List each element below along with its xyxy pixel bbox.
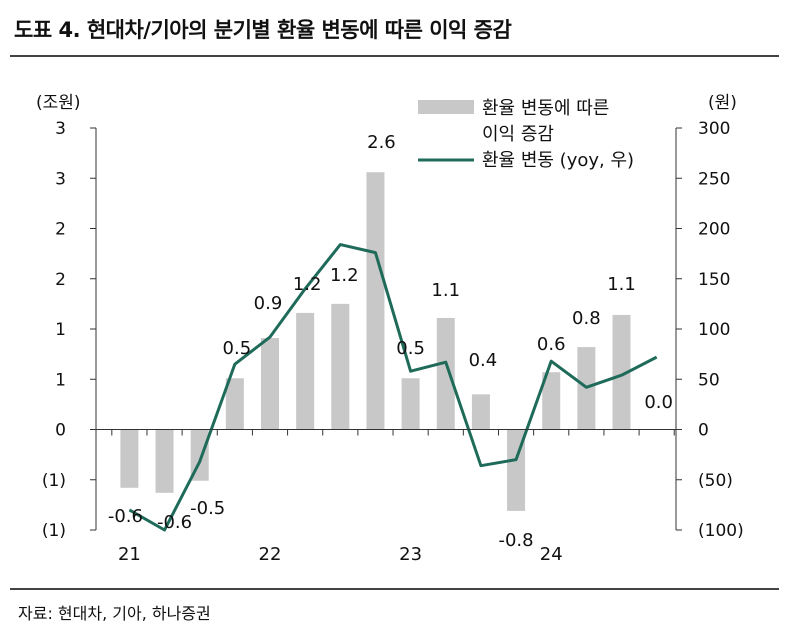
bar-value-label: 0.5 <box>223 338 252 359</box>
bar <box>366 172 385 430</box>
left-tick-label: 1 <box>55 320 66 340</box>
bar-value-label: -0.8 <box>498 530 533 551</box>
bar-value-label: 0.4 <box>469 350 498 371</box>
bar <box>436 317 455 430</box>
right-tick-label: 300 <box>698 119 730 139</box>
right-tick-label: 50 <box>698 370 720 390</box>
right-tick-label: 100 <box>698 320 730 340</box>
bar-value-label: -0.6 <box>157 512 192 533</box>
left-tick-label: 2 <box>55 270 66 290</box>
bar <box>401 378 420 430</box>
legend-line-label: 환율 변동 (yoy, 우) <box>482 150 634 171</box>
source-divider <box>10 588 779 590</box>
x-year-label: 24 <box>540 544 563 565</box>
chart-title: 도표 4. 현대차/기아의 분기별 환율 변동에 따른 이익 증감 <box>14 18 512 42</box>
right-tick-label: 200 <box>698 220 730 240</box>
legend-bar-label-1: 환율 변동에 따른 <box>482 98 609 119</box>
bar <box>542 372 561 430</box>
left-tick-label: 0 <box>55 421 66 441</box>
bar-value-label: 1.2 <box>293 274 322 295</box>
bar-value-label: 0.8 <box>572 308 601 329</box>
x-year-label: 22 <box>259 544 282 565</box>
right-tick-label: 0 <box>698 421 709 441</box>
bar-value-label: 2.6 <box>367 132 396 153</box>
bar-value-label: 1.2 <box>330 265 359 286</box>
right-tick-label: 250 <box>698 169 730 189</box>
right-tick-label: 150 <box>698 270 730 290</box>
bar-value-label: 0.6 <box>537 334 566 355</box>
bar-value-label: 0.0 <box>644 392 673 413</box>
bar <box>120 429 139 488</box>
right-unit-label: (원) <box>708 93 737 113</box>
bar-value-label: 1.1 <box>607 274 636 295</box>
legend-bar-label-2: 이익 증감 <box>482 124 554 145</box>
bar <box>471 394 490 430</box>
bar-value-label: -0.6 <box>108 506 143 527</box>
legend-bar-swatch <box>418 100 474 114</box>
bar-value-label: 0.9 <box>254 293 283 314</box>
bar <box>155 429 174 493</box>
bar <box>261 338 279 430</box>
x-year-label: 23 <box>399 544 422 565</box>
bar <box>296 312 315 430</box>
left-tick-label: 3 <box>55 169 66 189</box>
right-tick-label: (100) <box>698 521 744 541</box>
bar <box>612 314 631 430</box>
bar-value-label: -0.5 <box>190 498 225 519</box>
fx-change-line <box>128 243 658 532</box>
bar <box>331 303 350 430</box>
x-year-label: 21 <box>118 544 141 565</box>
bar-value-label: 0.5 <box>396 338 425 359</box>
source-note: 자료: 현대차, 기아, 하나증권 <box>18 604 211 623</box>
chart: 3322110(1)(1)300250200150100500(50)(100)… <box>36 93 744 565</box>
bar-value-label: 1.1 <box>431 280 460 301</box>
title-divider <box>10 55 779 57</box>
left-tick-label: (1) <box>42 521 66 541</box>
left-tick-label: 3 <box>55 119 66 139</box>
left-tick-label: 2 <box>55 220 66 240</box>
bar <box>225 378 244 430</box>
left-tick-label: 1 <box>55 370 66 390</box>
right-tick-label: (50) <box>698 471 733 491</box>
left-unit-label: (조원) <box>36 93 81 113</box>
left-tick-label: (1) <box>42 471 66 491</box>
